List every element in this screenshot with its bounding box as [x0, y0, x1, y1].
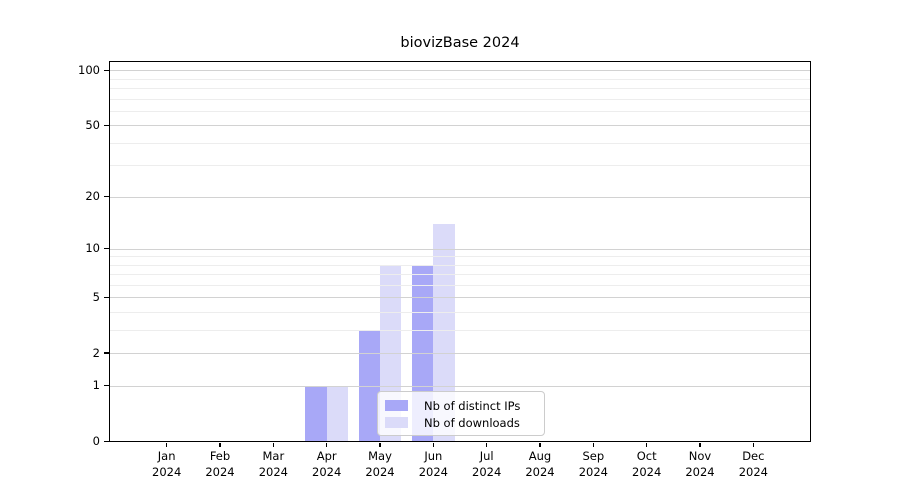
- x-tick-mark: [539, 442, 541, 447]
- x-tick-mark: [645, 442, 648, 447]
- x-tick-year: 2024: [205, 464, 235, 479]
- minor-gridline: [110, 78, 810, 80]
- x-tick-mark: [165, 442, 168, 447]
- y-tick-label: 5: [92, 289, 100, 304]
- y-tick-mark: [103, 247, 110, 250]
- minor-gridline: [110, 312, 810, 314]
- y-tick-mark: [103, 69, 110, 71]
- major-gridline: [110, 70, 810, 72]
- x-tick-mark: [272, 442, 275, 447]
- x-tick-year: 2024: [525, 464, 555, 479]
- x-tick-mark: [752, 442, 755, 447]
- chart-title: biovizBase 2024: [400, 35, 520, 51]
- y-tick-label: 0: [92, 434, 100, 448]
- x-tick-label-aug: Aug 2024: [500, 449, 580, 480]
- x-tick-year: 2024: [258, 464, 288, 479]
- legend-label-downloads: Nb of downloads: [424, 415, 520, 430]
- x-tick-year: 2024: [738, 464, 768, 479]
- minor-gridline: [110, 274, 810, 276]
- bar-apr-distinct-ips: [305, 385, 327, 442]
- minor-gridline: [110, 110, 810, 112]
- y-tick-label: 50: [85, 117, 100, 132]
- minor-gridline: [110, 165, 810, 167]
- chart-legend: Nb of distinct IPs Nb of downloads: [377, 391, 545, 436]
- x-tick-label-apr: Apr 2024: [287, 449, 367, 480]
- major-gridline: [110, 353, 810, 355]
- x-tick-label-mar: Mar 2024: [233, 449, 313, 480]
- y-tick-label: 10: [85, 241, 100, 256]
- y-tick-mark: [103, 296, 110, 299]
- x-tick-label-sep: Sep 2024: [553, 449, 633, 480]
- x-tick-mark: [485, 442, 488, 447]
- x-tick-label-jan: Jan 2024: [127, 449, 207, 480]
- y-tick-label: 20: [85, 189, 100, 204]
- x-tick-mark: [325, 442, 328, 447]
- y-tick-mark: [103, 385, 110, 387]
- bar-may-distinct-ips: [358, 330, 380, 442]
- major-gridline: [110, 125, 810, 127]
- x-tick-year: 2024: [365, 464, 395, 479]
- x-tick-mark: [432, 442, 435, 447]
- x-tick-mark: [379, 442, 381, 447]
- major-gridline: [110, 385, 810, 387]
- x-tick-label-oct: Oct 2024: [607, 449, 687, 480]
- x-tick-label-may: May 2024: [340, 449, 420, 480]
- x-tick-year: 2024: [152, 464, 182, 479]
- x-tick-label-feb: Feb 2024: [180, 449, 260, 480]
- x-tick-year: 2024: [312, 464, 342, 479]
- x-tick-mark: [219, 442, 221, 447]
- y-tick-label: 2: [92, 345, 100, 360]
- minor-gridline: [110, 98, 810, 100]
- legend-swatch-downloads: [385, 417, 408, 428]
- legend-item-distinct-ips: Nb of distinct IPs: [378, 397, 544, 414]
- y-tick-mark: [103, 195, 110, 198]
- x-tick-year: 2024: [472, 464, 502, 479]
- x-tick-mark: [699, 442, 701, 447]
- y-tick-label: 100: [78, 62, 100, 77]
- major-gridline: [110, 196, 810, 198]
- legend-swatch-distinct-ips: [385, 400, 408, 411]
- major-gridline: [110, 297, 810, 299]
- bar-apr-downloads: [326, 385, 348, 442]
- minor-gridline: [110, 264, 810, 266]
- x-tick-label-jul: Jul 2024: [447, 449, 527, 480]
- x-tick-label-jun: Jun 2024: [393, 449, 473, 480]
- y-tick-mark: [103, 352, 110, 354]
- y-tick-mark: [103, 440, 110, 443]
- x-tick-label-nov: Nov 2024: [660, 449, 740, 480]
- minor-gridline: [110, 330, 810, 331]
- x-tick-year: 2024: [685, 464, 715, 479]
- legend-label-distinct-ips: Nb of distinct IPs: [424, 398, 521, 413]
- minor-gridline: [110, 256, 810, 258]
- x-tick-year: 2024: [632, 464, 662, 479]
- x-tick-mark: [592, 442, 595, 447]
- major-gridline: [110, 248, 810, 250]
- minor-gridline: [110, 88, 810, 90]
- minor-gridline: [110, 142, 810, 144]
- x-tick-year: 2024: [578, 464, 608, 479]
- legend-item-downloads: Nb of downloads: [378, 414, 544, 431]
- x-tick-year: 2024: [418, 464, 448, 479]
- minor-gridline: [110, 284, 810, 286]
- y-tick-mark: [103, 124, 110, 126]
- x-tick-label-dec: Dec 2024: [713, 449, 793, 480]
- y-tick-label: 1: [92, 378, 100, 393]
- bar-jun-downloads: [433, 223, 455, 442]
